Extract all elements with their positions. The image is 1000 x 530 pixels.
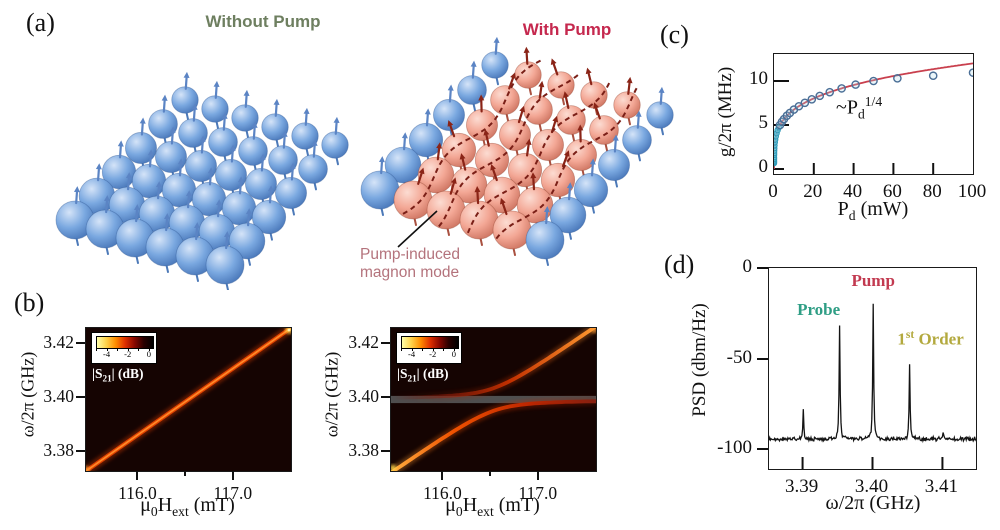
y-axis-tick	[757, 357, 768, 360]
s21-label: |S21| (dB)	[397, 366, 449, 384]
x-axis-tick	[536, 471, 539, 480]
x-tick-label: 3.39	[784, 476, 819, 497]
x-axis-tick	[184, 471, 187, 476]
heatmap-without-pump-plot	[83, 324, 294, 475]
x-tick-label: 80	[922, 181, 942, 202]
with-pump-title: With Pump	[522, 20, 612, 39]
colorbar-tick-label: -2	[124, 349, 132, 359]
x-tick-label: 116.0	[118, 483, 157, 503]
lattice-without-pump	[55, 71, 349, 290]
colorbar-tick	[453, 348, 455, 351]
panel-b-label: (b)	[14, 288, 45, 317]
panel-c-label: (c)	[660, 20, 689, 49]
colorbar-tick-label: 0	[451, 349, 456, 359]
x-tick-label: 60	[882, 181, 902, 202]
colorbar-gradient	[401, 336, 459, 349]
b-left-xlabel: μ0Hext (mT)	[140, 494, 235, 519]
x-axis-tick	[489, 471, 492, 476]
colorbar-tick	[401, 348, 402, 351]
x-tick-label: 20	[803, 181, 823, 202]
x-tick-label: 117.0	[518, 483, 558, 503]
x-axis-tick	[136, 471, 139, 480]
y-axis-tick	[381, 450, 390, 453]
y-tick-label: -50	[726, 346, 752, 368]
psd-spectrum-plot	[768, 267, 977, 470]
c-xlabel: Pd (mW)	[837, 198, 909, 223]
x-tick-label: 3.41	[924, 476, 959, 497]
colorbar-tick-label: 0	[146, 349, 151, 359]
colorbar-gradient	[96, 336, 154, 349]
y-tick-label: 0	[758, 156, 769, 177]
colorbar-tick	[443, 348, 445, 351]
x-tick-label: 117.0	[213, 483, 253, 503]
peak-label-1st-order: 1st Order	[897, 327, 964, 349]
y-axis-tick	[381, 396, 390, 399]
coupling-plot-canvas	[770, 62, 978, 174]
y-axis-tick	[757, 448, 768, 450]
panel-d-label: (d)	[664, 250, 695, 279]
x-tick-label: 3.40	[854, 476, 889, 497]
colorbar-tick	[106, 348, 108, 351]
x-tick-label: 0	[768, 181, 778, 202]
y-tick-label: 3.42	[348, 332, 379, 353]
colorbar-tick	[96, 348, 97, 351]
x-tick-label: 116.0	[423, 483, 462, 503]
y-axis-tick	[757, 267, 768, 269]
y-tick-label: 3.42	[43, 332, 74, 353]
heatmap-with-pump-plot	[388, 322, 599, 477]
colorbar-tick	[148, 348, 150, 351]
y-tick-label: 3.38	[43, 440, 74, 461]
peak-label-probe: Probe	[797, 300, 841, 320]
y-axis-tick	[76, 396, 85, 399]
psd-plot-canvas	[768, 303, 977, 469]
y-tick-label: 3.40	[348, 386, 379, 407]
colorbar-tick-label: -2	[429, 349, 437, 359]
colorbar: -4 -2 0	[91, 332, 157, 364]
x-tick-label: 40	[843, 181, 863, 202]
y-tick-label: 3.40	[43, 386, 74, 407]
colorbar: -4 -2 0	[396, 332, 462, 364]
colorbar-tick-label: -4	[408, 349, 416, 359]
y-axis-tick	[76, 342, 85, 345]
pump-induced-magnon-label: Pump-induced magnon mode	[360, 246, 460, 282]
colorbar-tick	[422, 348, 424, 351]
coupling-vs-power-plot	[770, 53, 978, 175]
heatmap-with-pump: -4 -2 0 |S21| (dB)	[388, 322, 599, 477]
y-tick-label: -100	[717, 437, 752, 458]
colorbar-tick	[432, 348, 434, 351]
power-law-annotation: ~Pd1/4	[836, 94, 883, 122]
colorbar-tick	[138, 348, 140, 351]
peak-label-pump: Pump	[851, 271, 895, 291]
y-tick-label: 10	[749, 68, 768, 89]
x-axis-tick	[231, 471, 234, 480]
heatmap-without-pump: -4 -2 0 |S21| (dB)	[83, 324, 294, 475]
panel-a-label: (a)	[26, 8, 55, 37]
x-tick-label: 100	[957, 181, 987, 202]
s21-label: |S21| (dB)	[92, 366, 144, 384]
lattice-with-pump	[360, 36, 674, 266]
x-axis-tick	[441, 471, 444, 480]
colorbar-tick	[127, 348, 129, 351]
y-tick-label: 3.38	[348, 440, 379, 461]
d-ylabel: PSD (dbm/Hz)	[689, 303, 710, 417]
y-axis-tick	[76, 450, 85, 453]
d-xlabel: ω/2π (GHz)	[825, 492, 921, 514]
y-tick-label: 0	[742, 256, 753, 277]
colorbar-tick	[411, 348, 413, 351]
b-right-xlabel: μ0Hext (mT)	[445, 494, 540, 519]
colorbar-tick-label: -4	[103, 349, 111, 359]
y-axis-tick	[381, 342, 390, 345]
without-pump-title: Without Pump	[205, 12, 321, 31]
y-tick-label: 5	[758, 112, 769, 133]
colorbar-tick	[117, 348, 119, 351]
